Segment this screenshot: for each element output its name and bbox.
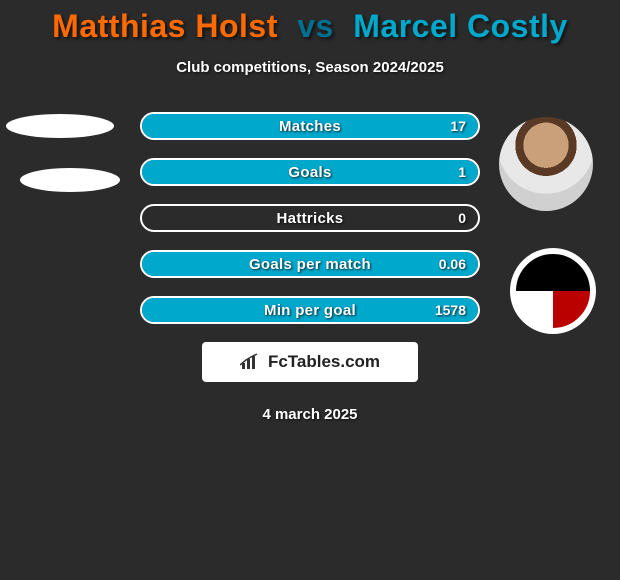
stat-row-goals: Goals 1 [140, 158, 480, 186]
player1-club-placeholder [20, 168, 120, 192]
comparison-infographic: Matthias Holst vs Marcel Costly Club com… [0, 0, 620, 580]
stat-value-right: 17 [450, 114, 466, 138]
stat-row-goals-per-match: Goals per match 0.06 [140, 250, 480, 278]
stats-area: Matches 17 Goals 1 Hattricks 0 Goals per… [0, 112, 620, 324]
stat-value-right: 0.06 [439, 252, 466, 276]
brand-box: FcTables.com [202, 342, 418, 382]
stat-row-matches: Matches 17 [140, 112, 480, 140]
stat-value-right: 0 [458, 206, 466, 230]
stat-rows: Matches 17 Goals 1 Hattricks 0 Goals per… [140, 112, 480, 324]
stat-value-right: 1 [458, 160, 466, 184]
date-text: 4 march 2025 [0, 406, 620, 423]
brand-text: FcTables.com [268, 352, 380, 372]
player1-avatar-placeholder [6, 114, 114, 138]
bar-chart-icon [240, 353, 262, 371]
vs-text: vs [287, 8, 344, 44]
stat-row-min-per-goal: Min per goal 1578 [140, 296, 480, 324]
stat-label: Hattricks [142, 206, 478, 230]
subtitle-text: Club competitions, Season 2024/2025 [0, 59, 620, 76]
player2-name: Marcel Costly [353, 8, 568, 44]
stat-row-hattricks: Hattricks 0 [140, 204, 480, 232]
stat-label: Matches [142, 114, 478, 138]
page-title: Matthias Holst vs Marcel Costly [0, 0, 620, 45]
player1-name: Matthias Holst [52, 8, 278, 44]
stat-label: Goals per match [142, 252, 478, 276]
stat-label: Min per goal [142, 298, 478, 322]
player2-avatar [496, 114, 596, 214]
stat-value-right: 1578 [435, 298, 466, 322]
player2-club-crest [510, 248, 596, 334]
stat-label: Goals [142, 160, 478, 184]
